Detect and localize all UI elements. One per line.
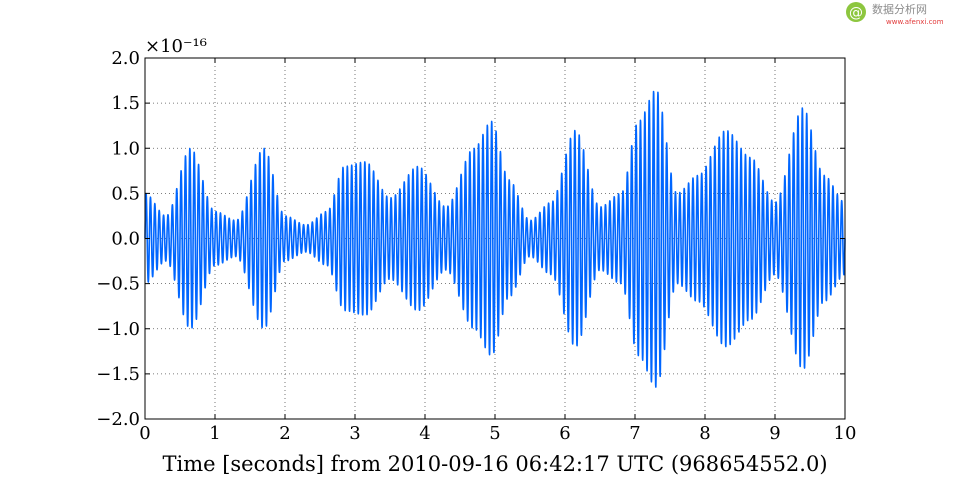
x-tick-label: 9 — [769, 423, 780, 444]
x-tick-label: 8 — [699, 423, 710, 444]
watermark-url: www.afenxi.com — [886, 18, 944, 26]
x-tick-labels: 0 1 2 3 4 5 6 7 8 9 10 — [139, 423, 856, 444]
y-tick-label: 0.0 — [111, 229, 140, 250]
x-tick-label: 4 — [419, 423, 430, 444]
watermark-svg: @ 数据分析网 www.afenxi.com — [846, 2, 944, 26]
x-tick-label: 7 — [629, 423, 640, 444]
x-tick-label: 1 — [209, 423, 220, 444]
x-tick-label: 3 — [349, 423, 360, 444]
y-tick-label: 2.0 — [111, 48, 140, 69]
x-tick-label: 2 — [279, 423, 290, 444]
y-tick-label: −2.0 — [96, 409, 140, 430]
signal-line — [144, 90, 846, 388]
y-scale-multiplier: ×10⁻¹⁶ — [145, 36, 207, 57]
afenxi-logo-icon — [846, 2, 866, 22]
watermark: @ 数据分析网 www.afenxi.com — [844, 0, 954, 26]
series-group — [144, 90, 846, 388]
y-tick-label: −1.5 — [96, 364, 140, 385]
x-tick-label: 0 — [139, 423, 150, 444]
watermark-brand: 数据分析网 — [872, 2, 927, 16]
x-tick-label: 6 — [559, 423, 570, 444]
y-tick-label: 0.5 — [111, 183, 140, 204]
y-tick-label: −0.5 — [96, 274, 140, 295]
y-tick-label: −1.0 — [96, 319, 140, 340]
x-axis-title: Time [seconds] from 2010-09-16 06:42:17 … — [162, 452, 827, 476]
y-tick-label: 1.0 — [111, 138, 140, 159]
y-tick-labels: −2.0 −1.5 −1.0 −0.5 0.0 0.5 1.0 1.5 2.0 — [96, 48, 140, 430]
y-tick-label: 1.5 — [111, 93, 140, 114]
x-tick-label: 5 — [489, 423, 500, 444]
axis-ticks — [144, 57, 846, 420]
afenxi-logo-glyph: @ — [849, 5, 863, 21]
x-tick-label: 10 — [834, 423, 857, 444]
